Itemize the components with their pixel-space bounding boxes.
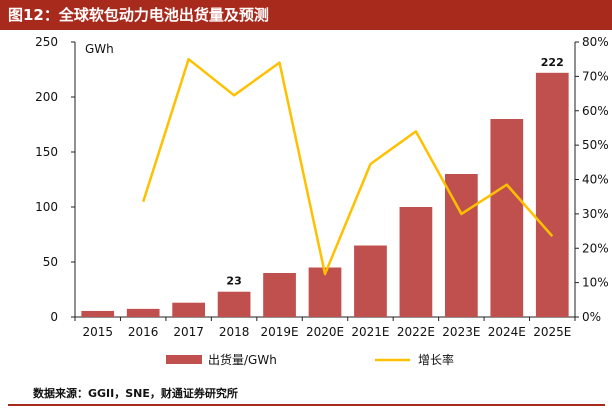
- x-tick-label: 2017: [173, 325, 204, 339]
- x-tick-label: 2022E: [397, 325, 435, 339]
- x-tick-label: 2018: [219, 325, 250, 339]
- x-tick-label: 2023E: [442, 325, 480, 339]
- y2-tick-label: 20%: [582, 241, 609, 255]
- y2-tick-label: 70%: [582, 69, 609, 83]
- chart-area: 0 50 100 150 200 250 GWh 0% 10% 20% 30% 40% 50% 60% 70…: [35, 35, 609, 367]
- legend-layer: 出货量/GWh 增长率: [166, 352, 454, 367]
- y2-tick-label: 40%: [582, 173, 609, 187]
- bar: [354, 245, 387, 317]
- axes-layer: 0 50 100 150 200 250 GWh 0% 10% 20% 30% 40% 50% 60% 70…: [35, 35, 609, 339]
- y-tick-label: 150: [35, 145, 58, 159]
- y-tick-label: 100: [35, 200, 58, 214]
- legend-label-line: 增长率: [418, 352, 454, 367]
- x-tick-label: 2021E: [351, 325, 389, 339]
- x-tick-label: 2015: [82, 325, 113, 339]
- source-note: 数据来源：GGII，SNE，财通证券研究所: [33, 387, 238, 400]
- x-tick-label: 2025E: [533, 325, 571, 339]
- y2-tick-label: 80%: [582, 35, 609, 49]
- y2-tick-label: 50%: [582, 138, 609, 152]
- legend-label-bar: 出货量/GWh: [208, 352, 277, 367]
- y2-tick-label: 30%: [582, 207, 609, 221]
- x-tick-label: 2024E: [488, 325, 526, 339]
- data-label: 222: [541, 56, 564, 69]
- bar: [217, 291, 251, 317]
- title-bar: 图12：全球软包动力电池出货量及预测: [0, 0, 612, 30]
- bar: [490, 119, 524, 317]
- bars-layer: [81, 72, 569, 317]
- line-layer: [142, 57, 554, 276]
- y2-tick-label: 60%: [582, 104, 609, 118]
- bar: [308, 267, 342, 317]
- bottom-divider: [8, 404, 605, 406]
- bar: [172, 302, 205, 317]
- y-unit-label: GWh: [85, 42, 114, 56]
- x-tick-label: 2019E: [260, 325, 298, 339]
- y2-tick-label: 10%: [582, 276, 609, 290]
- y-tick-label: 250: [35, 35, 58, 49]
- bar: [126, 308, 160, 317]
- y-tick-label: 0: [50, 310, 58, 324]
- chart-title: 图12：全球软包动力电池出货量及预测: [8, 6, 269, 24]
- bar: [81, 310, 115, 317]
- bar: [445, 174, 478, 317]
- data-label: 23: [226, 275, 241, 288]
- bar: [263, 273, 296, 317]
- x-tick-label: 2020E: [306, 325, 344, 339]
- bar: [535, 72, 569, 317]
- growth-rate-line: [142, 57, 554, 276]
- bar: [399, 207, 433, 317]
- y2-tick-label: 0%: [582, 310, 601, 324]
- y-tick-label: 50: [43, 255, 58, 269]
- x-tick-label: 2016: [128, 325, 159, 339]
- y-tick-label: 200: [35, 90, 58, 104]
- legend-swatch-bar: [166, 355, 202, 364]
- labels-layer: 23 222: [226, 56, 563, 288]
